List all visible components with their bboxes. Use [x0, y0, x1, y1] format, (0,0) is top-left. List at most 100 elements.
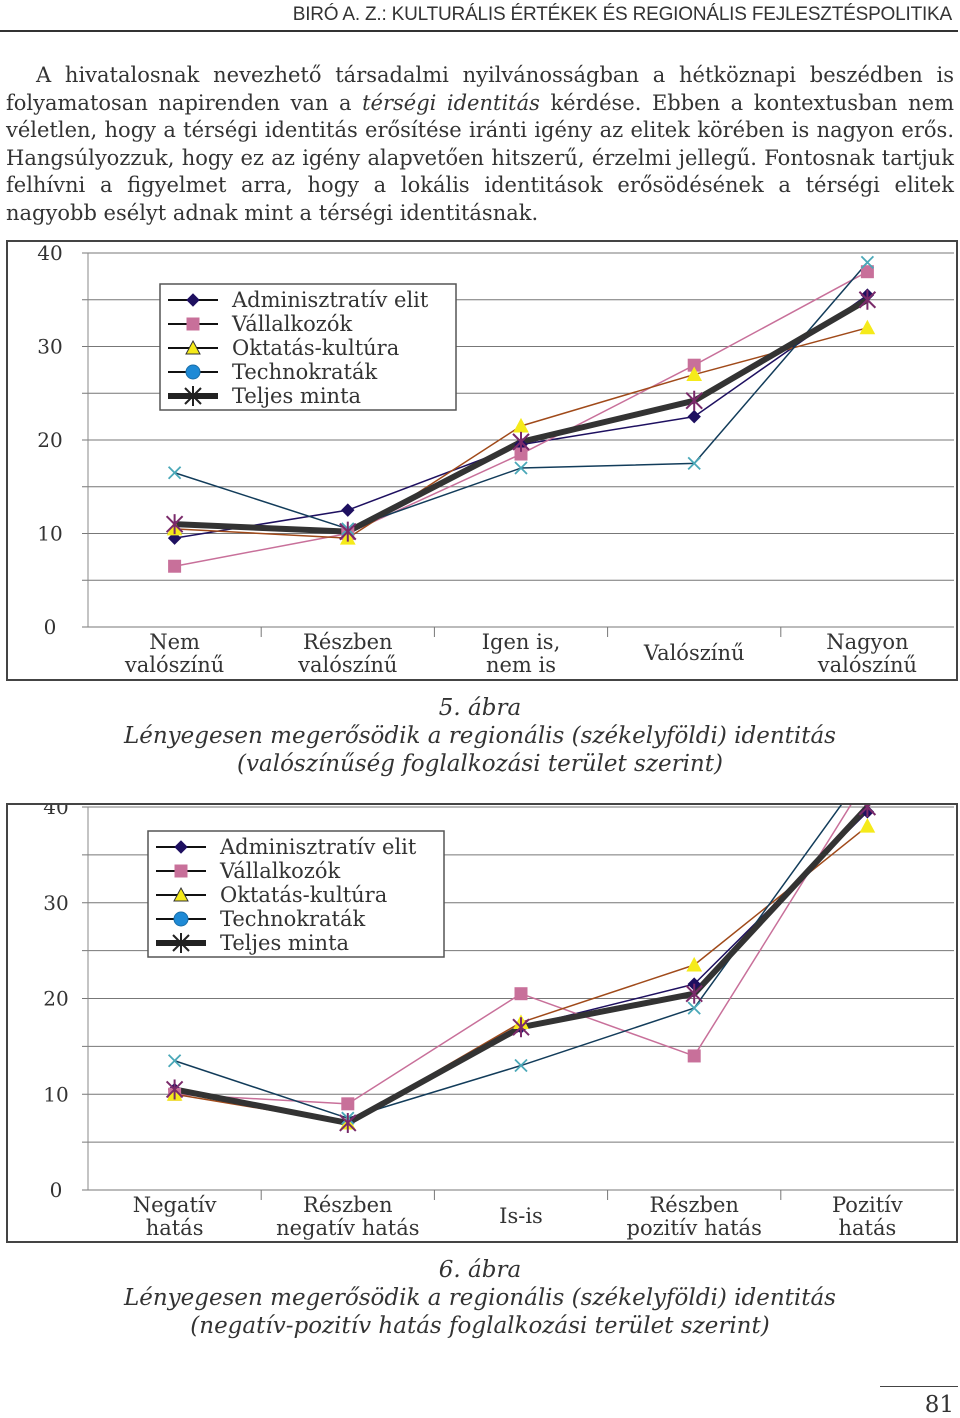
body-text-start: A hivatalosnak nevezhető társadalmi nyil… — [6, 63, 954, 115]
data-point-entrepreneurs — [687, 1049, 701, 1063]
data-point-education — [686, 366, 703, 382]
legend-marker-total — [172, 933, 190, 953]
legend-label-admin: Adminisztratív elit — [219, 835, 417, 859]
data-point-education — [686, 956, 703, 972]
y-tick-label: 30 — [37, 335, 62, 359]
legend-label-technocrats: Technokraták — [220, 907, 366, 931]
y-tick-label: 0 — [44, 615, 57, 639]
data-point-education — [859, 818, 876, 833]
x-category-label: valószínű — [297, 653, 397, 677]
y-tick-label: 20 — [37, 428, 62, 452]
y-tick-label: 10 — [43, 1082, 68, 1106]
x-category-label: Részben — [649, 1193, 738, 1217]
y-tick-label: 40 — [37, 242, 62, 265]
legend-label-total: Teljes minta — [232, 384, 361, 408]
data-point-technocrats — [167, 466, 182, 480]
data-point-technocrats — [687, 456, 701, 471]
body-paragraph-block: A hivatalosnak nevezhető társadalmi nyil… — [6, 62, 954, 227]
legend: Adminisztratív elitVállalkozókOktatás-ku… — [159, 283, 457, 411]
x-category-label: valószínű — [124, 653, 224, 677]
data-point-admin — [687, 409, 701, 424]
page-header: BIRÓ A. Z.: KULTURÁLIS ÉRTÉKEK ÉS REGION… — [0, 0, 958, 32]
legend-marker-entrepreneurs — [186, 317, 200, 331]
x-category-label: Részben — [303, 1193, 392, 1217]
legend-label-education: Oktatás-kultúra — [220, 883, 387, 907]
legend-label-technocrats: Technokraták — [232, 360, 378, 384]
data-point-technocrats — [687, 1001, 701, 1015]
data-point-total — [685, 983, 703, 1004]
data-point-entrepreneurs — [168, 559, 182, 573]
legend-marker-total — [184, 386, 202, 406]
data-point-education — [513, 417, 529, 433]
figure-6-caption: 6. ábra Lényegesen megerősödik a regioná… — [0, 1256, 960, 1340]
legend-label-entrepreneurs: Vállalkozók — [231, 312, 353, 336]
legend-marker-entrepreneurs — [174, 864, 188, 878]
x-category-label: Is-is — [499, 1204, 543, 1228]
data-point-technocrats — [514, 1058, 528, 1073]
y-tick-label: 0 — [50, 1178, 63, 1202]
data-point-total — [512, 431, 530, 452]
x-category-label: Negatív — [133, 1193, 217, 1217]
legend-marker-technocrats — [173, 911, 189, 927]
legend-marker-admin — [186, 293, 200, 307]
legend-marker-admin — [174, 840, 188, 854]
x-category-label: Nem — [149, 630, 200, 654]
x-category-label: valószínű — [817, 653, 917, 677]
figure-6-number: 6. ábra — [438, 1257, 522, 1283]
y-tick-label: 10 — [37, 522, 62, 546]
y-tick-label: 40 — [43, 805, 68, 819]
x-category-label: hatás — [146, 1216, 204, 1240]
x-category-label: Igen is, — [482, 630, 561, 654]
legend-marker-education — [173, 886, 189, 902]
data-point-technocrats — [167, 1054, 182, 1068]
data-point-total — [339, 521, 357, 542]
figure-6-title-line-1: Lényegesen megerősödik a regionális (szé… — [123, 1285, 836, 1311]
x-category-label: Részben — [303, 630, 392, 654]
x-category-label: Nagyon — [826, 630, 908, 654]
legend-label-admin: Adminisztratív elit — [231, 288, 429, 312]
running-title: BIRÓ A. Z.: KULTURÁLIS ÉRTÉKEK ÉS REGION… — [292, 4, 952, 25]
y-tick-label: 30 — [43, 891, 68, 915]
legend-marker-technocrats — [185, 364, 201, 380]
data-point-total — [339, 1112, 357, 1133]
data-point-total — [165, 514, 184, 535]
data-point-entrepreneurs — [514, 987, 528, 1001]
data-point-total — [858, 289, 877, 310]
legend-label-entrepreneurs: Vállalkozók — [219, 859, 341, 883]
data-point-education — [859, 319, 876, 335]
figure-5-chart: 0 10 20 30 40 Nem valószínű Részben valószínű Ige… — [6, 240, 958, 681]
figure-5-caption: 5. ábra Lényegesen megerősödik a regioná… — [0, 694, 960, 778]
data-point-total — [685, 390, 703, 411]
legend-marker-education — [185, 339, 201, 355]
data-point-entrepreneurs — [341, 1097, 355, 1111]
data-point-entrepreneurs — [860, 265, 874, 279]
legend: Adminisztratív elitVállalkozókOktatás-ku… — [147, 830, 445, 958]
figure-6-title-line-2: (negatív-pozitív hatás foglalkozási terü… — [190, 1313, 770, 1339]
data-point-total — [512, 1017, 530, 1038]
x-category-label: Valószínű — [643, 641, 745, 665]
legend-label-education: Oktatás-kultúra — [232, 336, 399, 360]
figure-5-title-line-1: Lényegesen megerősödik a regionális (szé… — [123, 723, 836, 749]
data-point-technocrats — [860, 255, 875, 269]
page-number: 81 — [924, 1392, 954, 1418]
emphasized-term: térségi identitás — [362, 90, 540, 115]
y-tick-label: 20 — [43, 987, 68, 1011]
x-category-label: hatás — [839, 1216, 897, 1240]
x-category-label: negatív hatás — [276, 1216, 419, 1240]
data-point-total — [858, 805, 877, 817]
x-category-label: pozitív hatás — [627, 1216, 762, 1240]
chart-svg: 010203040NemvalószínűRészbenvalószínűIge… — [37, 242, 954, 677]
legend-label-total: Teljes minta — [220, 931, 349, 955]
body-text-end: kérdése. Ebben a kontextusban nem véletl… — [6, 90, 954, 225]
figure-5-title-line-2: (valószínűség foglalkozási terület szeri… — [237, 751, 723, 777]
body-paragraph: A hivatalosnak nevezhető társadalmi nyil… — [6, 62, 954, 227]
data-point-total — [165, 1079, 184, 1100]
figure-5-number: 5. ábra — [438, 695, 522, 721]
footer-rule — [880, 1386, 958, 1387]
x-category-label: nem is — [486, 653, 556, 677]
x-category-label: Pozitív — [832, 1193, 903, 1217]
data-point-technocrats — [514, 461, 528, 475]
data-point-admin — [341, 503, 355, 517]
figure-6-chart: 0 10 20 30 40 Negatív hatás Részben negatív hatá… — [6, 803, 958, 1243]
